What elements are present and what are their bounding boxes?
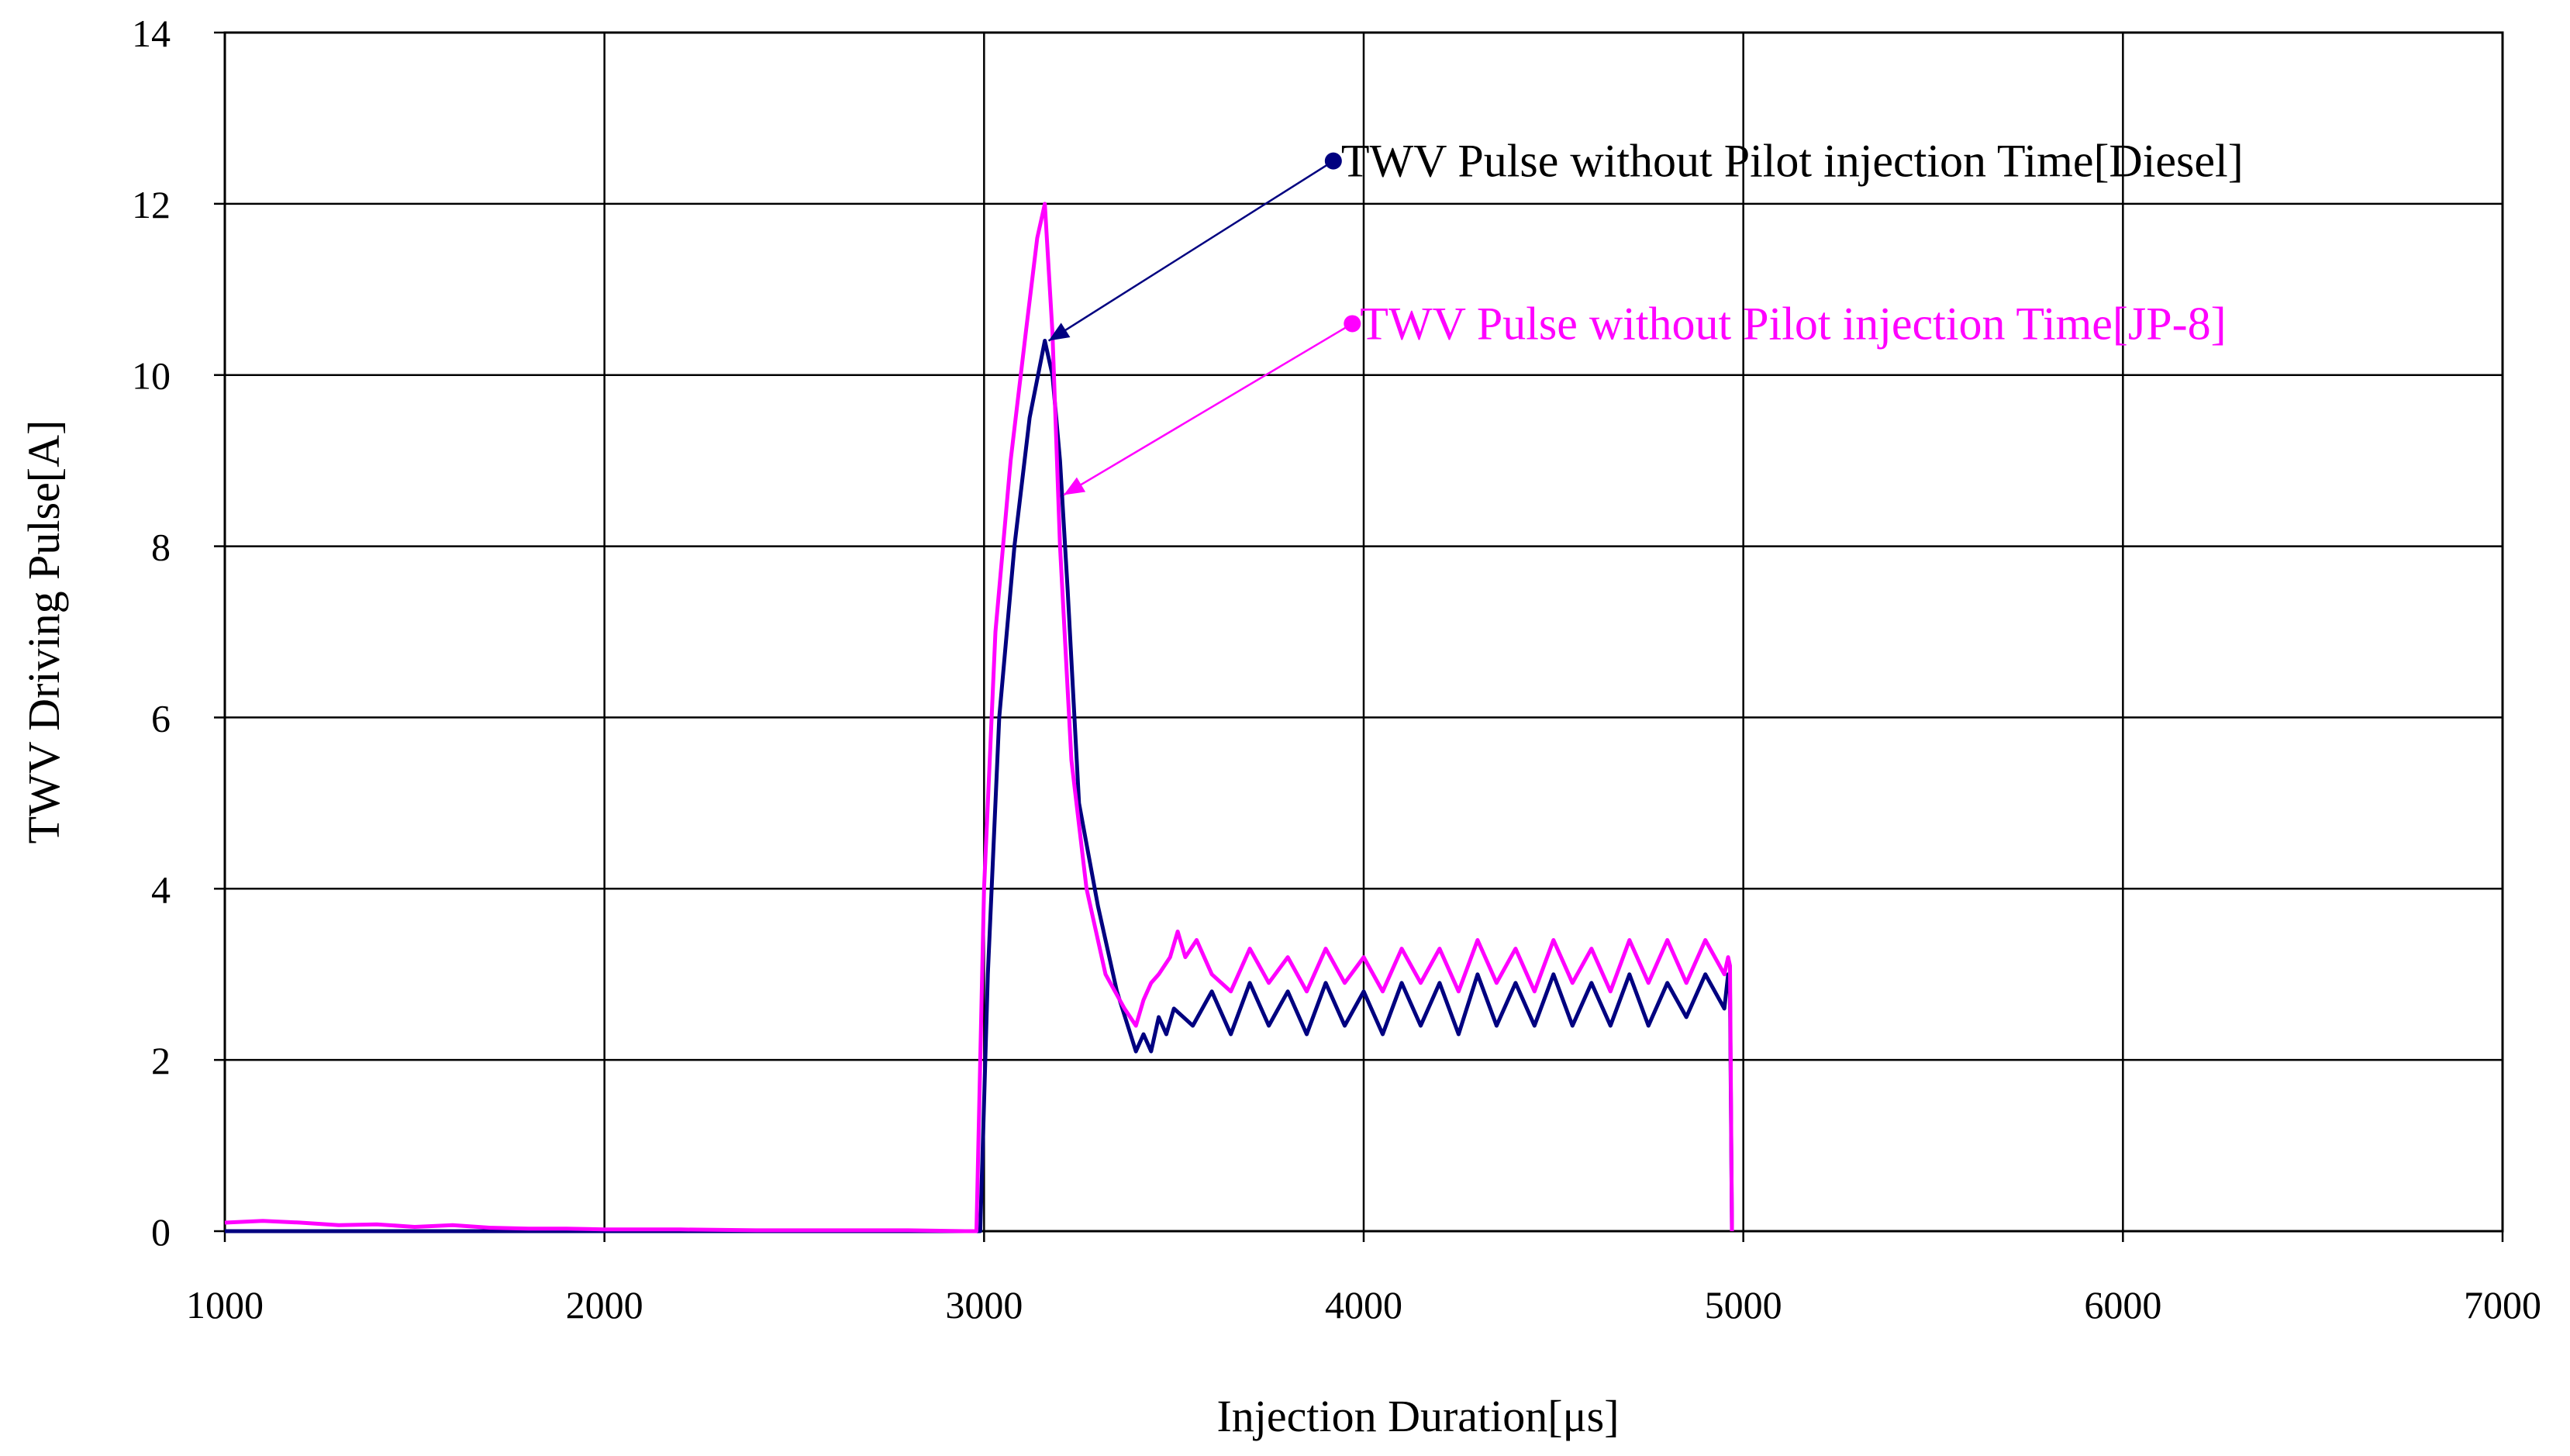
annotation-leader-diesel (1047, 160, 1334, 342)
y-axis-title: TWV Driving Pulse[A] (19, 420, 69, 844)
annotation-label-diesel: TWV Pulse without Pilot injection Time[D… (1341, 136, 2244, 187)
y-tick-label: 2 (151, 1039, 171, 1082)
grid-lines (223, 31, 2504, 1233)
annotation-arrowhead-diesel (1048, 323, 1071, 341)
annotation-leader-jp8 (1063, 323, 1353, 496)
annotation-arrowhead-jp8 (1064, 477, 1086, 495)
annotation-label-jp8: TWV Pulse without Pilot injection Time[J… (1360, 298, 2226, 349)
y-tick-label: 0 (151, 1210, 171, 1254)
annotations: TWV Pulse without Pilot injection Time[D… (1047, 136, 2244, 496)
x-tick-label: 1000 (186, 1283, 264, 1327)
annotation-marker-jp8 (1344, 315, 1361, 333)
y-tick-label: 12 (132, 183, 171, 226)
y-tick-label: 10 (132, 354, 171, 398)
x-tick-label: 6000 (2084, 1283, 2161, 1327)
series-line-jp8 (224, 202, 1734, 1233)
x-tick-label: 3000 (945, 1283, 1023, 1327)
y-tick-label: 8 (151, 526, 171, 569)
y-tick-label: 6 (151, 696, 171, 740)
annotation-marker-diesel (1324, 152, 1342, 170)
x-tick-label: 7000 (2464, 1283, 2541, 1327)
x-tick-label: 4000 (1325, 1283, 1402, 1327)
y-tick-label: 14 (132, 12, 171, 55)
x-axis-title: Injection Duration[μs] (1216, 1391, 1619, 1441)
series-lines (224, 202, 1734, 1233)
x-tick-label: 5000 (1705, 1283, 1782, 1327)
x-tick-label: 2000 (566, 1283, 643, 1327)
axis-ticks: 1000 2000 3000 4000 5000 6000 7000 0 2 4 6 8 10 12 14 (132, 12, 2541, 1327)
y-tick-label: 4 (151, 868, 171, 911)
